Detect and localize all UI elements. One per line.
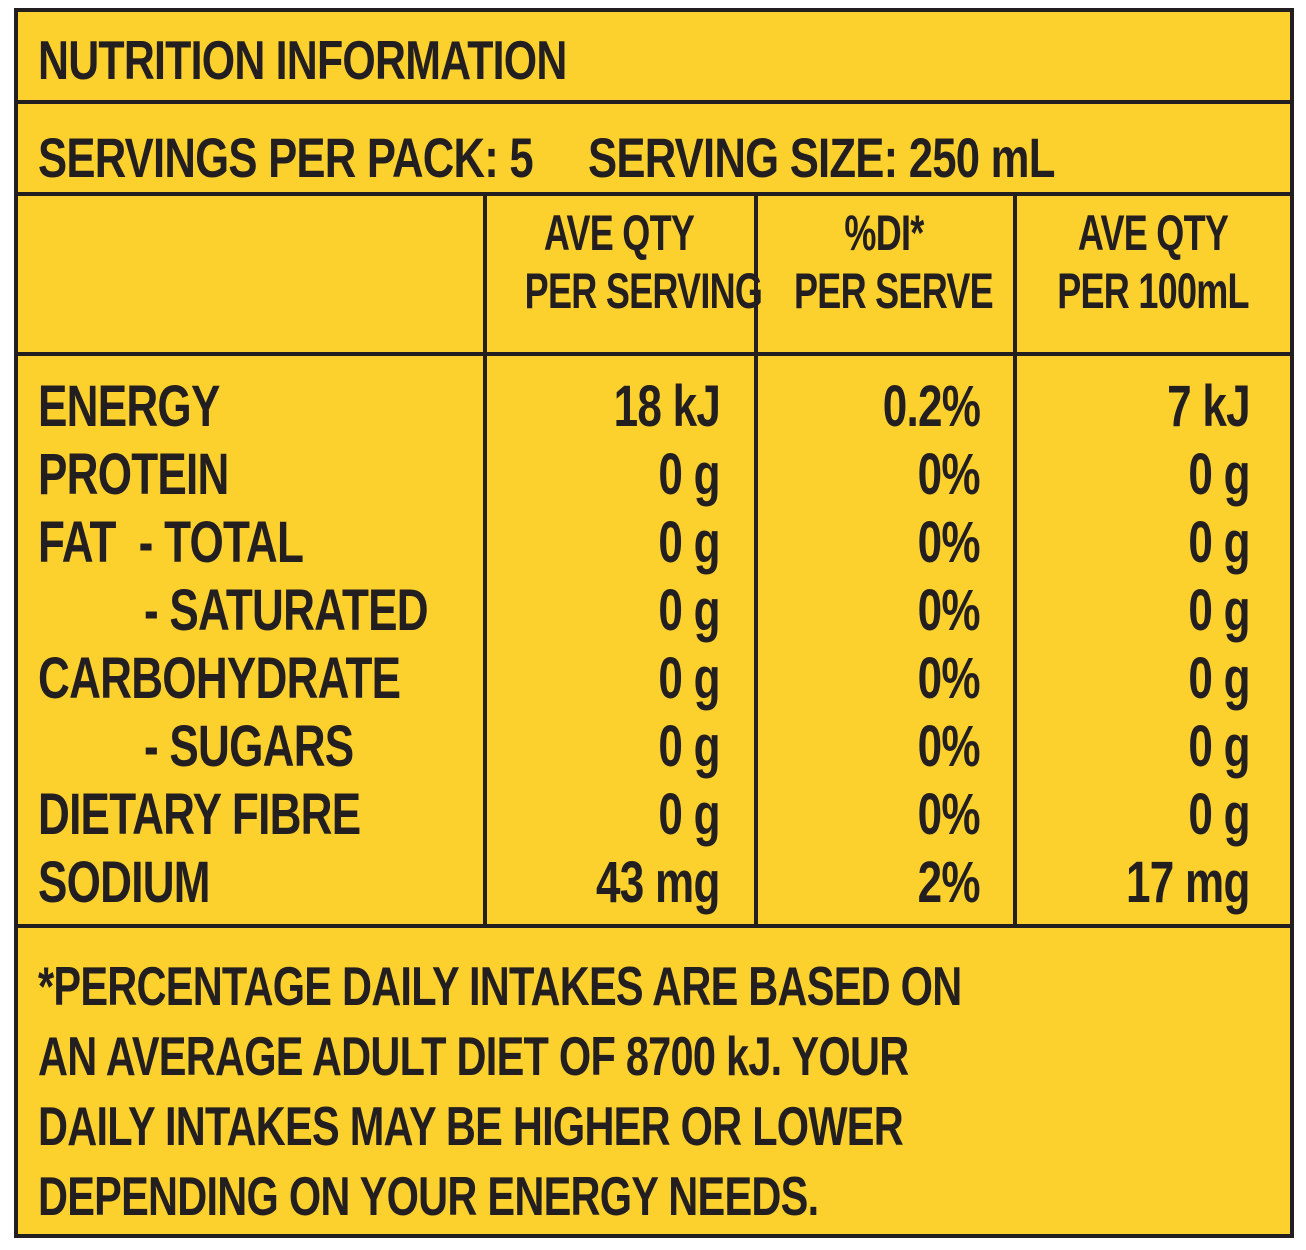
nutrient-label-energy: ENERGY [38, 374, 220, 439]
divider-headers [18, 352, 1290, 356]
value-per-100ml-carbohydrate: 0 g [1188, 646, 1251, 711]
footnote-line-3: DAILY INTAKES MAY BE HIGHER OR LOWER [38, 1095, 904, 1157]
value-per-serving-fat-total: 0 g [658, 510, 721, 575]
header-di-percent-line2: PER SERVE [794, 263, 994, 319]
value-per-100ml-saturated: 0 g [1188, 578, 1251, 643]
value-di-protein: 0% [917, 442, 981, 507]
nutrient-label-sodium: SODIUM [38, 850, 211, 915]
header-per-serving-line1: AVE QTY [543, 205, 695, 261]
nutrition-information-panel: NUTRITION INFORMATION SERVINGS PER PACK:… [14, 8, 1294, 1238]
value-per-serving-sodium: 43 mg [596, 850, 720, 915]
nutrition-title: NUTRITION INFORMATION [38, 29, 567, 91]
header-di-percent: %DI* PER SERVE [794, 204, 994, 320]
value-di-fat-total: 0% [917, 510, 981, 575]
value-per-serving-sugars: 0 g [658, 714, 721, 779]
value-per-100ml-dietary-fibre: 0 g [1188, 782, 1251, 847]
value-per-100ml-sodium: 17 mg [1126, 850, 1250, 915]
nutrient-label-carbohydrate: CARBOHYDRATE [38, 646, 401, 711]
value-di-sugars: 0% [917, 714, 981, 779]
value-per-100ml-sugars: 0 g [1188, 714, 1251, 779]
nutrient-label-protein: PROTEIN [38, 442, 229, 507]
value-per-serving-carbohydrate: 0 g [658, 646, 721, 711]
value-per-100ml-fat-total: 0 g [1188, 510, 1251, 575]
divider-servings [18, 192, 1290, 196]
value-di-saturated: 0% [917, 578, 981, 643]
serving-size-value: 250 mL [908, 126, 1056, 189]
servings-per-pack-label: SERVINGS PER PACK: [38, 126, 499, 189]
value-per-100ml-protein: 0 g [1188, 442, 1251, 507]
footnote-line-4: DEPENDING ON YOUR ENERGY NEEDS. [38, 1165, 819, 1227]
nutrient-label-fat-total: FAT - TOTAL [38, 510, 304, 575]
value-per-serving-saturated: 0 g [658, 578, 721, 643]
column-divider-3 [1013, 192, 1017, 928]
value-di-dietary-fibre: 0% [917, 782, 981, 847]
column-divider-1 [483, 192, 487, 928]
value-per-serving-energy: 18 kJ [613, 374, 720, 439]
serving-info-row: SERVINGS PER PACK: 5 SERVING SIZE: 250 m… [38, 128, 1055, 188]
serving-size-label: SERVING SIZE: [587, 126, 898, 189]
footnote-line-2: AN AVERAGE ADULT DIET OF 8700 kJ. YOUR [38, 1025, 909, 1087]
nutrient-label-dietary-fibre: DIETARY FIBRE [38, 782, 361, 847]
footnote-line-1: *PERCENTAGE DAILY INTAKES ARE BASED ON [38, 955, 962, 1017]
header-per-serving: AVE QTY PER SERVING [524, 204, 763, 320]
header-per-100ml-line1: AVE QTY [1077, 205, 1229, 261]
servings-per-pack-value: 5 [509, 126, 533, 189]
header-per-serving-line2: PER SERVING [524, 263, 763, 319]
nutrient-label-saturated: - SATURATED [144, 578, 429, 643]
header-per-100ml: AVE QTY PER 100mL [1056, 204, 1250, 320]
divider-title [18, 100, 1290, 104]
value-per-100ml-energy: 7 kJ [1167, 374, 1251, 439]
header-di-percent-line1: %DI* [844, 205, 924, 261]
value-di-energy: 0.2% [882, 374, 981, 439]
nutrient-label-sugars: - SUGARS [144, 714, 354, 779]
value-per-serving-protein: 0 g [658, 442, 721, 507]
value-di-carbohydrate: 0% [917, 646, 981, 711]
header-per-100ml-line2: PER 100mL [1057, 263, 1249, 319]
column-divider-2 [754, 192, 758, 928]
divider-table-bottom [18, 924, 1290, 928]
value-per-serving-dietary-fibre: 0 g [658, 782, 721, 847]
value-di-sodium: 2% [917, 850, 981, 915]
